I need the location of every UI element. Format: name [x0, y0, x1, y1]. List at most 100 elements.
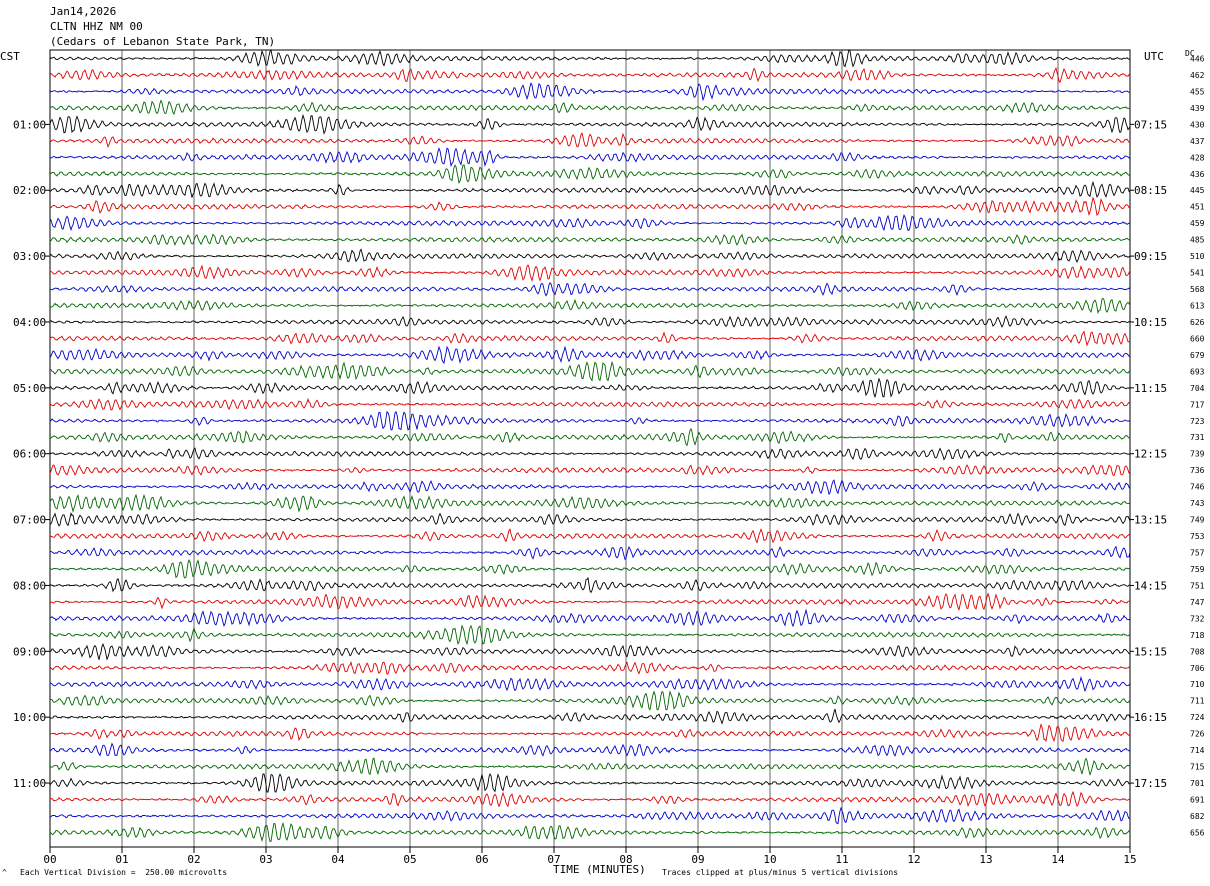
trace-row-37 [49, 643, 1131, 661]
dc-offset-label: 462 [1190, 71, 1205, 80]
dc-offset-label: 679 [1190, 351, 1205, 360]
trace-row-17 [49, 315, 1130, 328]
trace-row-48 [49, 821, 1131, 843]
dc-offset-label: 451 [1190, 203, 1205, 212]
trace-row-10 [49, 196, 1131, 217]
trace-row-46 [49, 790, 1131, 808]
trace-row-45 [49, 772, 1131, 793]
right-hour-label: 12:15 [1134, 448, 1167, 461]
x-tick-label: 06 [475, 853, 488, 866]
x-tick-label: 01 [115, 853, 128, 866]
left-hour-label: 08:00 [13, 579, 46, 592]
trace-row-20 [49, 360, 1131, 382]
left-hour-label: 02:00 [13, 184, 46, 197]
x-tick-label: 00 [43, 853, 56, 866]
trace-row-47 [49, 806, 1131, 825]
right-hour-label: 16:15 [1134, 711, 1167, 724]
trace-row-12 [49, 233, 1131, 246]
left-hour-label: 07:00 [13, 514, 46, 527]
clip-note: Traces clipped at plus/minus 5 vertical … [662, 868, 899, 877]
dc-offset-label: 510 [1190, 252, 1205, 261]
trace-row-35 [49, 608, 1131, 628]
x-tick-label: 15 [1123, 853, 1136, 866]
right-hour-label: 11:15 [1134, 382, 1167, 395]
trace-row-2 [49, 66, 1131, 84]
left-hour-label: 05:00 [13, 382, 46, 395]
trace-row-42 [49, 723, 1131, 743]
right-hour-label: 09:15 [1134, 250, 1167, 263]
dc-offset-label: 459 [1190, 219, 1205, 228]
trace-row-4 [49, 99, 1131, 115]
trace-row-19 [49, 345, 1131, 365]
dc-offset-label: 682 [1190, 812, 1205, 821]
dc-offset-label: 723 [1190, 417, 1205, 426]
dc-offset-label: 710 [1190, 680, 1205, 689]
left-hour-label: 04:00 [13, 316, 46, 329]
dc-offset-label: 739 [1190, 450, 1205, 459]
dc-offset-label: 706 [1190, 664, 1205, 673]
dc-offset-label: 726 [1190, 730, 1205, 739]
trace-row-28 [49, 493, 1131, 513]
trace-row-32 [49, 558, 1131, 579]
trace-row-13 [49, 248, 1131, 264]
right-hour-label: 13:15 [1134, 514, 1167, 527]
dc-offset-label: 656 [1190, 828, 1205, 837]
trace-row-14 [49, 264, 1131, 283]
x-tick-label: 14 [1051, 853, 1065, 866]
trace-row-38 [49, 660, 1130, 675]
trace-row-5 [49, 113, 1131, 135]
right-hour-label: 17:15 [1134, 777, 1167, 790]
trace-row-33 [49, 576, 1131, 594]
left-hour-label: 10:00 [13, 711, 46, 724]
dc-offset-label: 711 [1190, 697, 1205, 706]
trace-row-44 [49, 757, 1131, 776]
trace-row-6 [49, 131, 1130, 148]
dc-offset-label: 701 [1190, 779, 1205, 788]
dc-offset-label: 708 [1190, 647, 1205, 656]
x-tick-label: 02 [187, 853, 200, 866]
trace-row-1 [49, 49, 1131, 68]
right-hour-label: 07:15 [1134, 118, 1167, 131]
x-tick-label: 03 [259, 853, 272, 866]
trace-row-18 [49, 330, 1131, 347]
x-tick-label: 11 [835, 853, 848, 866]
trace-row-34 [49, 592, 1131, 611]
scale-note: Each Vertical Division = 250.00 microvol… [20, 868, 228, 877]
dc-offset-label: 732 [1190, 614, 1205, 623]
dc-offset-label: 724 [1190, 713, 1205, 722]
trace-row-23 [49, 410, 1131, 431]
right-hour-label: 14:15 [1134, 579, 1167, 592]
trace-row-16 [49, 297, 1131, 315]
trace-row-3 [49, 82, 1131, 102]
dc-offset-label: 455 [1190, 87, 1205, 96]
dc-offset-label: 731 [1190, 433, 1205, 442]
trace-row-25 [49, 447, 1131, 461]
header-date: Jan14,2026 [50, 5, 117, 18]
dc-offset-label: 660 [1190, 334, 1205, 343]
trace-row-31 [49, 545, 1131, 561]
left-hour-label: 01:00 [13, 118, 46, 131]
trace-row-43 [49, 742, 1131, 757]
dc-offset-label: 746 [1190, 483, 1205, 492]
x-axis-label: TIME (MINUTES) [553, 863, 646, 876]
dc-offset-label: 485 [1190, 236, 1205, 245]
trace-row-40 [49, 690, 1131, 711]
dc-offset-label: 541 [1190, 269, 1205, 278]
trace-row-9 [49, 180, 1131, 198]
left-hour-label: 03:00 [13, 250, 46, 263]
dc-offset-label: 718 [1190, 631, 1205, 640]
right-hour-label: 10:15 [1134, 316, 1167, 329]
dc-offset-label: 691 [1190, 796, 1205, 805]
trace-row-24 [49, 427, 1131, 447]
dc-offset-label: 715 [1190, 763, 1205, 772]
trace-row-39 [49, 675, 1131, 693]
x-tick-label: 09 [691, 853, 704, 866]
dc-offset-label: 613 [1190, 302, 1205, 311]
trace-row-7 [49, 147, 1131, 168]
dc-offset-label: 714 [1190, 746, 1205, 755]
dc-offset-label: 428 [1190, 153, 1205, 162]
right-timezone-label: UTC [1144, 50, 1164, 63]
dc-offset-label: 693 [1190, 367, 1205, 376]
right-hour-label: 08:15 [1134, 184, 1167, 197]
